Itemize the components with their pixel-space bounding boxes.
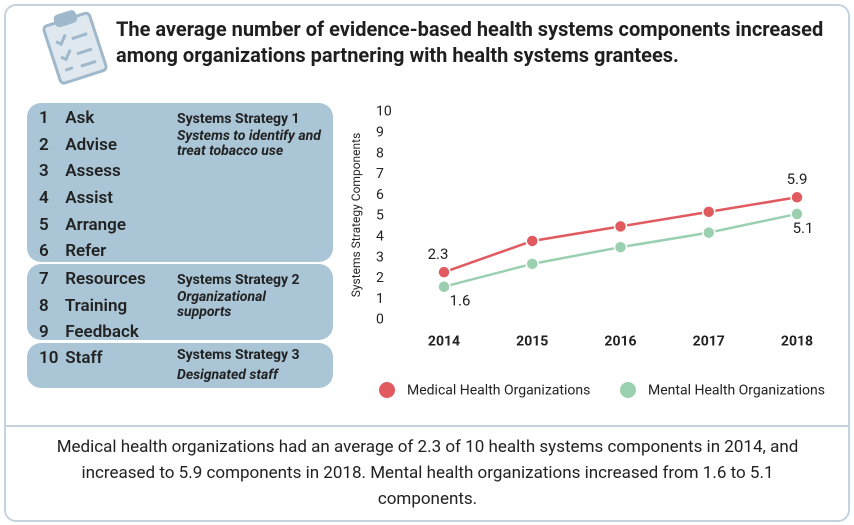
chart: Systems Strategy Components 0 1 2 3 4 5 6 7 8 9 10… bbox=[349, 104, 825, 399]
divider bbox=[6, 425, 848, 427]
data-point bbox=[702, 225, 716, 240]
item: 9 Feedback bbox=[39, 322, 139, 343]
item: 3 Assess bbox=[39, 161, 121, 182]
value-label: 5.1 bbox=[793, 219, 814, 237]
data-point bbox=[437, 279, 451, 294]
y-tick-label: 6 bbox=[376, 187, 384, 203]
x-tick-label: 2016 bbox=[604, 334, 636, 350]
data-point bbox=[790, 190, 804, 205]
y-tick-label: 0 bbox=[376, 312, 384, 328]
data-point bbox=[702, 205, 716, 219]
x-tick-label: 2014 bbox=[428, 334, 460, 350]
strategy-box: 10 Staff Systems Strategy 3 Designated st… bbox=[27, 343, 333, 388]
summary: Medical health organizations had an aver… bbox=[56, 437, 799, 509]
strategy-box: 7 Resources 8 Training 9 Feedback System… bbox=[27, 264, 333, 342]
item: 4 Assist bbox=[39, 188, 113, 209]
value-label: 1.6 bbox=[450, 292, 471, 310]
item: 2 Advise bbox=[39, 134, 117, 155]
item: 10 Staff bbox=[39, 348, 103, 368]
data-point bbox=[525, 257, 539, 271]
value-label: 2.3 bbox=[428, 245, 449, 263]
data-point bbox=[613, 219, 628, 234]
y-tick-label: 1 bbox=[376, 291, 384, 307]
item: 8 Training bbox=[39, 295, 128, 316]
x-tick-label: 2015 bbox=[516, 334, 548, 350]
y-tick-label: 8 bbox=[376, 145, 384, 161]
x-tick-label: 2018 bbox=[781, 334, 813, 350]
series-line bbox=[443, 196, 798, 274]
clipboard-icon bbox=[42, 10, 108, 85]
legend-label: Mental Health Organizations bbox=[648, 383, 825, 399]
strategy-heading: Systems Strategy 2 Organizational support… bbox=[177, 272, 300, 320]
item: 1 Ask bbox=[39, 108, 95, 128]
legend-swatch bbox=[379, 382, 395, 398]
item: 7 Resources bbox=[39, 269, 146, 289]
data-point bbox=[525, 234, 539, 248]
y-tick-label: 5 bbox=[376, 208, 384, 224]
data-point bbox=[437, 265, 451, 279]
strategy-heading: Systems Strategy 3 Designated staff bbox=[177, 347, 300, 383]
y-tick-label: 4 bbox=[376, 229, 384, 245]
y-tick-label: 9 bbox=[376, 125, 384, 141]
item: 5 Arrange bbox=[39, 214, 126, 235]
y-tick-label: 10 bbox=[376, 104, 392, 120]
y-tick-label: 7 bbox=[376, 166, 384, 182]
legend-label: Medical Health Organizations bbox=[407, 383, 590, 399]
x-tick-label: 2017 bbox=[693, 334, 725, 350]
title: The average number of evidence-based hea… bbox=[116, 17, 824, 67]
y-tick-label: 3 bbox=[376, 249, 384, 265]
strategy-box: 1 Ask 2 Advise 3 Assess 4 Assist 5 Arran… bbox=[27, 103, 333, 262]
item: 6 Refer bbox=[39, 241, 107, 262]
frame bbox=[4, 4, 850, 522]
data-point bbox=[613, 240, 628, 254]
y-axis-label: Systems Strategy Components bbox=[349, 133, 363, 298]
y-tick-label: 2 bbox=[376, 270, 384, 286]
legend-swatch bbox=[620, 382, 636, 398]
strategy-heading: Systems Strategy 1 Systems to identify an… bbox=[177, 111, 321, 159]
value-label: 5.9 bbox=[787, 170, 808, 188]
data-point bbox=[790, 207, 804, 221]
